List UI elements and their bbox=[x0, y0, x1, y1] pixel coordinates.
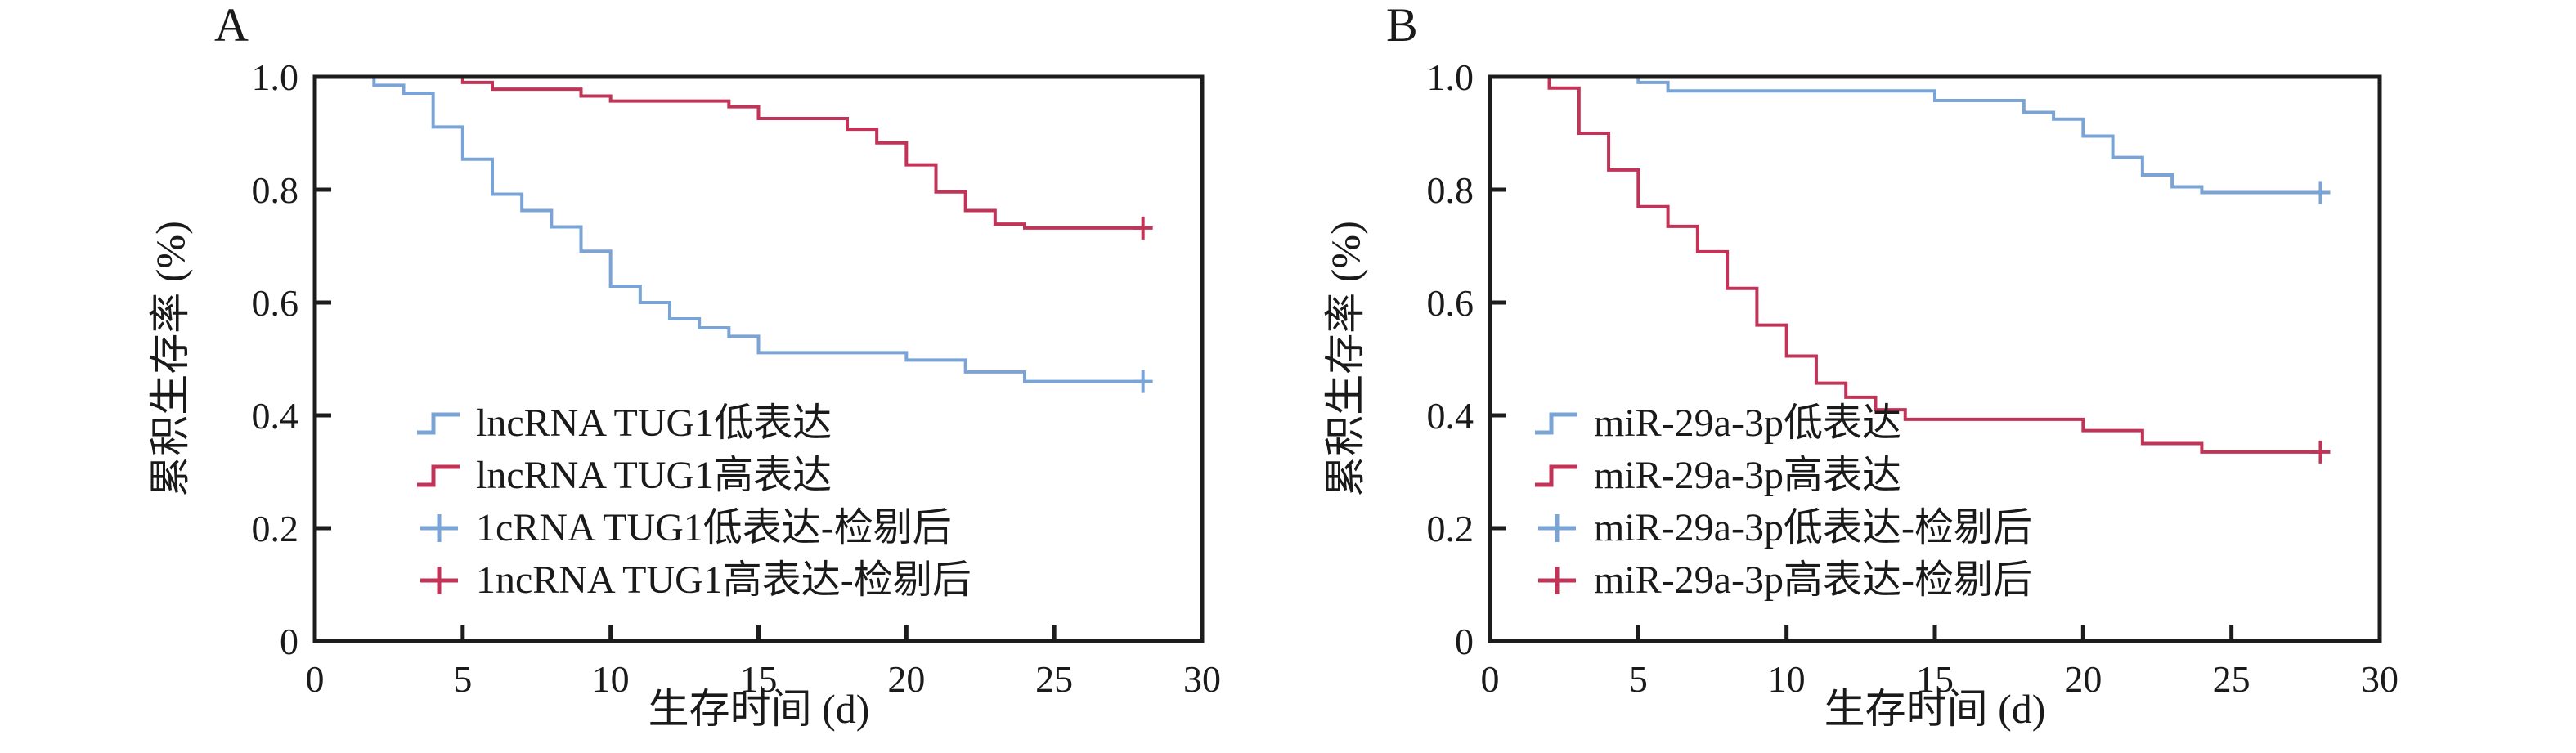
y-tick-label: 0.6 bbox=[1427, 282, 1474, 324]
x-tick-label: 30 bbox=[1183, 658, 1221, 700]
x-tick-label: 10 bbox=[592, 658, 630, 700]
x-tick-label: 15 bbox=[740, 658, 778, 700]
x-tick-label: 0 bbox=[1481, 658, 1500, 700]
legend-item: miR-29a-3p低表达-检剔后 bbox=[1533, 502, 2032, 554]
x-tick-label: 5 bbox=[1629, 658, 1648, 700]
x-tick-label: 10 bbox=[1768, 658, 1806, 700]
y-axis-title: 累积生存率 (%) bbox=[1322, 221, 1368, 497]
km-curve-series-0 bbox=[315, 75, 1143, 383]
x-tick-label: 25 bbox=[2213, 658, 2251, 700]
legend-item: miR-29a-3p高表达 bbox=[1533, 450, 2032, 502]
legend-item: lncRNA TUG1低表达 bbox=[415, 397, 972, 450]
y-tick-label: 0.8 bbox=[1427, 169, 1474, 211]
step-icon bbox=[1535, 464, 1577, 487]
panel-b: 0 5 10 15 20 25 30 1.0 0.8 0.6 0.4 0.2 0 B 累积生存率 (%)… bbox=[1288, 0, 2576, 753]
plus-glyph bbox=[420, 567, 458, 594]
step-icon bbox=[417, 412, 460, 435]
x-tick-label: 20 bbox=[2064, 658, 2102, 700]
step-glyph bbox=[417, 412, 460, 435]
y-axis-title: 累积生存率 (%) bbox=[147, 221, 193, 497]
censor-mark-series-1 bbox=[1133, 216, 1153, 240]
y-tick-label: 0 bbox=[280, 621, 298, 662]
y-tick-label: 0 bbox=[1455, 621, 1474, 662]
step-icon bbox=[417, 464, 460, 487]
y-tick-label: 1.0 bbox=[1427, 56, 1474, 98]
x-axis-title: 生存时间 (d) bbox=[1824, 686, 2046, 732]
plus-icon bbox=[420, 514, 458, 542]
plus-icon bbox=[1538, 514, 1576, 542]
legend-item: miR-29a-3p高表达-检剔后 bbox=[1533, 554, 2032, 607]
legend-label: miR-29a-3p高表达-检剔后 bbox=[1594, 558, 2032, 602]
legend-label: 1ncRNA TUG1高表达-检剔后 bbox=[476, 558, 972, 602]
y-tick-label: 0.4 bbox=[1427, 395, 1474, 437]
panel-b-plot: 0 5 10 15 20 25 30 1.0 0.8 0.6 0.4 0.2 0 bbox=[1427, 56, 2399, 700]
panel-label: A bbox=[214, 0, 249, 52]
legend-item: 1cRNA TUG1低表达-检剔后 bbox=[415, 502, 972, 554]
x-tick-label: 15 bbox=[1916, 658, 1954, 700]
censor-mark-series-0 bbox=[1133, 370, 1153, 393]
legend: lncRNA TUG1低表达 lncRNA TUG1高表达 1cRNA TUG1… bbox=[415, 397, 972, 607]
censor-mark-series-1 bbox=[2310, 440, 2331, 464]
y-tick-label: 0.8 bbox=[252, 169, 299, 211]
km-curve-series-1 bbox=[315, 75, 1143, 230]
x-tick-label: 0 bbox=[306, 658, 325, 700]
step-icon bbox=[1535, 412, 1577, 435]
y-tick-label: 0.6 bbox=[252, 282, 299, 324]
x-tick-label: 30 bbox=[2361, 658, 2399, 700]
plus-glyph bbox=[1538, 514, 1576, 542]
km-curve-series-0 bbox=[1490, 75, 2321, 195]
legend-label: lncRNA TUG1高表达 bbox=[476, 454, 832, 497]
y-tick-label: 0.2 bbox=[252, 508, 299, 549]
plus-glyph bbox=[420, 514, 458, 542]
panel-a: 0 5 10 15 20 25 30 1.0 0.8 0.6 0.4 0.2 0 A 累积生存率 (%)… bbox=[147, 0, 1222, 732]
legend-label: miR-29a-3p高表达 bbox=[1594, 454, 1901, 497]
y-tick-label: 0.2 bbox=[1427, 508, 1474, 549]
step-glyph bbox=[1535, 464, 1577, 487]
legend-label: miR-29a-3p低表达 bbox=[1594, 401, 1901, 445]
plus-glyph bbox=[1538, 567, 1576, 594]
km-curve-series-1 bbox=[1490, 75, 2321, 454]
legend-label: lncRNA TUG1低表达 bbox=[476, 401, 832, 445]
step-glyph bbox=[417, 464, 460, 487]
plus-icon bbox=[1538, 567, 1576, 594]
x-tick-label: 20 bbox=[887, 658, 925, 700]
panel-a-plot: 0 5 10 15 20 25 30 1.0 0.8 0.6 0.4 0.2 0 bbox=[252, 56, 1222, 700]
plus-icon bbox=[420, 567, 458, 594]
legend-item: 1ncRNA TUG1高表达-检剔后 bbox=[415, 554, 972, 607]
step-glyph bbox=[1535, 412, 1577, 435]
legend-item: lncRNA TUG1高表达 bbox=[415, 450, 972, 502]
x-tick-label: 25 bbox=[1035, 658, 1073, 700]
legend-label: miR-29a-3p低表达-检剔后 bbox=[1594, 506, 2032, 549]
y-tick-label: 1.0 bbox=[252, 56, 299, 98]
legend: miR-29a-3p低表达 miR-29a-3p高表达 miR-29a-3p低表… bbox=[1533, 397, 2032, 607]
legend-item: miR-29a-3p低表达 bbox=[1533, 397, 2032, 450]
y-tick-label: 0.4 bbox=[252, 395, 299, 437]
x-tick-label: 5 bbox=[453, 658, 472, 700]
panel-label: B bbox=[1386, 0, 1418, 52]
x-axis-title: 生存时间 (d) bbox=[648, 686, 870, 732]
legend-label: 1cRNA TUG1低表达-检剔后 bbox=[476, 506, 952, 549]
censor-mark-series-0 bbox=[2310, 181, 2331, 204]
